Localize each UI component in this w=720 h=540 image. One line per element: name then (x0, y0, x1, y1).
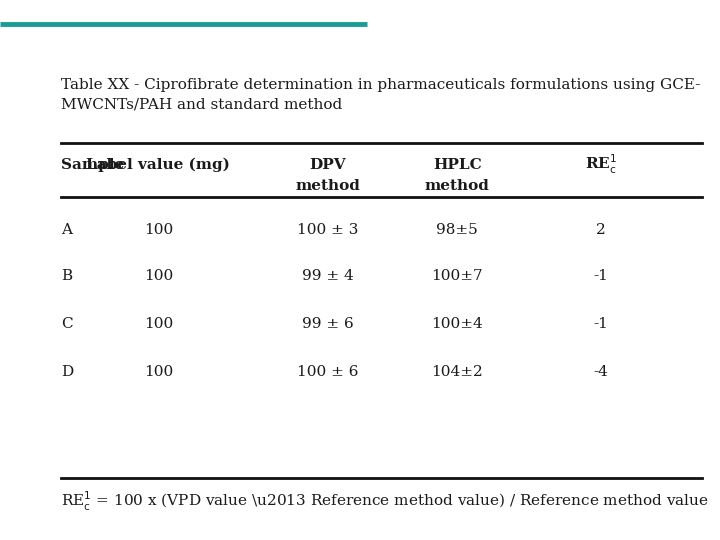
Text: 2: 2 (596, 222, 606, 237)
Text: Sample: Sample (61, 158, 125, 172)
Text: 100 ± 6: 100 ± 6 (297, 364, 359, 379)
Text: C: C (61, 317, 73, 331)
Text: -1: -1 (594, 317, 608, 331)
Text: 100: 100 (144, 364, 173, 379)
Text: 100: 100 (144, 269, 173, 284)
Text: DPV: DPV (310, 158, 346, 172)
Text: Table XX - Ciprofibrate determination in pharmaceuticals formulations using GCE-: Table XX - Ciprofibrate determination in… (61, 78, 701, 112)
Text: 99 ± 4: 99 ± 4 (302, 269, 354, 284)
Text: -4: -4 (594, 364, 608, 379)
Text: method: method (295, 179, 360, 193)
Text: -1: -1 (594, 269, 608, 284)
Text: D: D (61, 364, 73, 379)
Text: RE$_\mathrm{c}^1$: RE$_\mathrm{c}^1$ (585, 153, 617, 176)
Text: 100 ± 3: 100 ± 3 (297, 222, 359, 237)
Text: 99 ± 6: 99 ± 6 (302, 317, 354, 331)
Text: HPLC: HPLC (433, 158, 482, 172)
Text: 104±2: 104±2 (431, 364, 483, 379)
Text: 100: 100 (144, 222, 173, 237)
Text: Label value (mg): Label value (mg) (86, 158, 230, 172)
Text: A: A (61, 222, 72, 237)
Text: 100: 100 (144, 317, 173, 331)
Text: 98±5: 98±5 (436, 222, 478, 237)
Text: B: B (61, 269, 72, 284)
Text: method: method (425, 179, 490, 193)
Text: RE$_\mathrm{c}^1$ = 100 x (VPD value \u2013 Reference method value) / Reference : RE$_\mathrm{c}^1$ = 100 x (VPD value \u2… (61, 490, 709, 512)
Text: 100±4: 100±4 (431, 317, 483, 331)
Text: 100±7: 100±7 (431, 269, 483, 284)
